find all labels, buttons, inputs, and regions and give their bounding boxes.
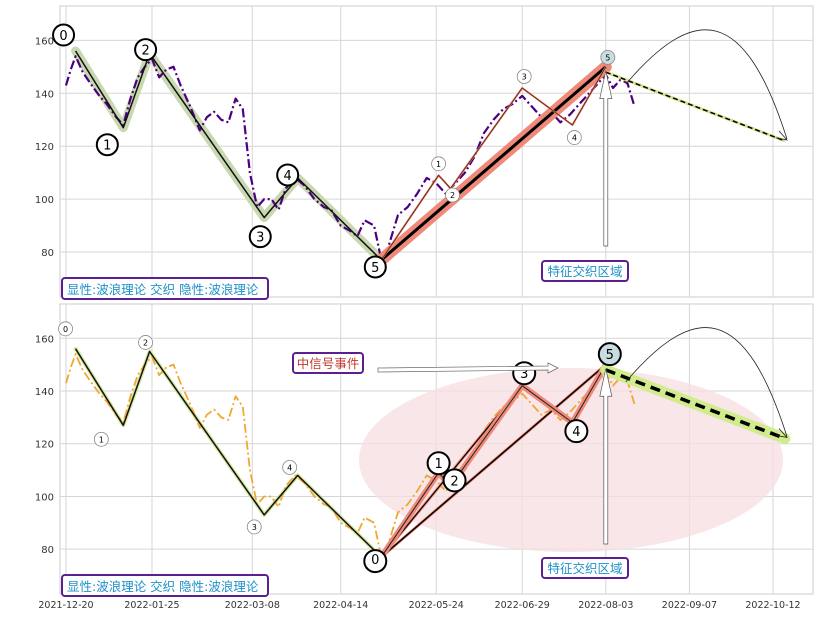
legend-box: 显性:波浪理论 交织 隐性:波浪理论	[61, 277, 269, 300]
subwave-label-circle	[442, 468, 467, 493]
wave-label-circle	[363, 255, 387, 279]
wave-label-circle	[95, 133, 119, 157]
impulse-line	[380, 65, 607, 262]
subwave-label: 5	[605, 53, 610, 62]
wave-label: 0	[59, 29, 67, 44]
top-panel: 80 100 120 140 160 0 1 2 3 4 5 1 2 3 4 5 显性:波浪理论 交织 隐性:波…	[35, 5, 814, 300]
subwave-label-circle	[426, 451, 451, 476]
legend-box: 显性:波浪理论 交织 隐性:波浪理论	[61, 574, 269, 597]
wave-label-circle	[276, 163, 300, 187]
wave-label: 5	[371, 261, 379, 276]
legend-text: 显性:波浪理论 交织 隐性:波浪理论	[67, 579, 259, 594]
zone-label-frame	[541, 260, 629, 282]
projection-arrow	[625, 29, 788, 140]
wave-label-circle	[93, 431, 109, 447]
subwave-label-circle	[564, 419, 589, 444]
wave-label-circle	[138, 335, 153, 350]
zone-label-box: 特征交织区域	[541, 260, 629, 282]
subwave-label: 3	[522, 73, 527, 82]
subwave-label: 3	[520, 367, 528, 382]
signal-event-box: 中信号事件	[292, 352, 364, 374]
subwave-label-circle	[600, 49, 616, 65]
y-tick-label: 80	[41, 545, 54, 556]
wave-label-circle	[248, 225, 272, 249]
subwave-label-circle	[431, 156, 447, 172]
subwave-label: 4	[572, 134, 577, 143]
feature-ellipse	[359, 368, 783, 552]
subwave-line	[380, 66, 607, 261]
wave-label: 3	[256, 231, 264, 246]
y-tick-label: 80	[41, 248, 54, 259]
wave-label-circle	[134, 38, 158, 62]
signal-arrow	[377, 362, 559, 374]
subwave-label: 1	[436, 160, 441, 169]
projection-band	[605, 70, 786, 143]
zone-label-frame	[541, 557, 629, 579]
wave-label-circle	[363, 549, 388, 574]
subwave-label: 1	[434, 457, 442, 472]
subwave-label: 2	[450, 191, 455, 200]
wave-label-circle	[282, 459, 298, 475]
x-tick-label: 2022-06-29	[495, 600, 550, 611]
legend-frame	[61, 574, 269, 597]
wave-label: 4	[287, 463, 292, 472]
subwave-line	[380, 364, 607, 558]
projection-arrowhead	[775, 428, 789, 439]
zone-label-box: 特征交织区域	[541, 557, 629, 579]
x-tick-label: 2022-09-07	[662, 600, 717, 611]
wave-label-circle	[58, 321, 73, 337]
signal-event-text: 中信号事件	[297, 356, 360, 371]
zone-arrow	[599, 368, 613, 545]
y-tick-label: 160	[35, 334, 54, 345]
projection-band	[600, 364, 791, 444]
subwave-label-circle	[566, 130, 582, 145]
wave-label: 0	[63, 325, 68, 334]
x-tick-label: 2021-12-20	[38, 600, 93, 611]
y-tick-label: 120	[35, 440, 54, 451]
x-tick-label: 2022-10-12	[745, 600, 800, 611]
wave-line	[74, 348, 382, 558]
signal-event-frame	[292, 352, 364, 374]
zone-label-text: 特征交织区域	[547, 561, 622, 576]
x-tick-label: 2022-08-03	[578, 600, 633, 611]
wave-label-circle	[52, 23, 76, 47]
y-tick-label: 120	[35, 142, 54, 153]
projection-arrowhead	[775, 130, 789, 141]
wave-label: 4	[284, 169, 292, 184]
y-tick-label: 140	[35, 387, 54, 398]
price-series-line	[65, 353, 636, 558]
wave-label: 3	[252, 523, 257, 532]
wave-label: 0	[371, 553, 379, 568]
impulse-line	[380, 364, 607, 558]
wave-label: 1	[99, 435, 104, 444]
projection-arrow	[625, 327, 788, 437]
y-tick-label: 160	[35, 36, 54, 47]
zone-label-text: 特征交织区域	[547, 264, 622, 279]
subwave-label-circle	[516, 69, 532, 84]
subwave-label: 2	[450, 474, 458, 489]
subwave-label: 5	[606, 348, 614, 363]
wave-label-circle	[246, 519, 262, 535]
wave-label: 2	[141, 44, 149, 59]
subwave-label-circle	[597, 342, 622, 367]
x-tick-label: 2022-01-25	[124, 600, 179, 611]
price-series-line	[64, 55, 636, 262]
x-tick-label: 2022-03-08	[225, 600, 280, 611]
subwave-label: 4	[572, 425, 580, 440]
legend-frame	[61, 277, 269, 300]
y-tick-label: 140	[35, 89, 54, 100]
wave-label: 1	[103, 139, 111, 154]
y-tick-label: 100	[35, 492, 54, 503]
x-tick-label: 2022-04-14	[313, 600, 368, 611]
zone-arrow	[599, 70, 613, 247]
y-tick-label: 100	[35, 195, 54, 206]
wave-line	[74, 50, 382, 261]
legend-text: 显性:波浪理论 交织 隐性:波浪理论	[67, 282, 259, 297]
wave-label: 2	[143, 338, 148, 347]
x-tick-label: 2022-05-24	[409, 600, 464, 611]
subwave-label-circle	[445, 187, 460, 203]
